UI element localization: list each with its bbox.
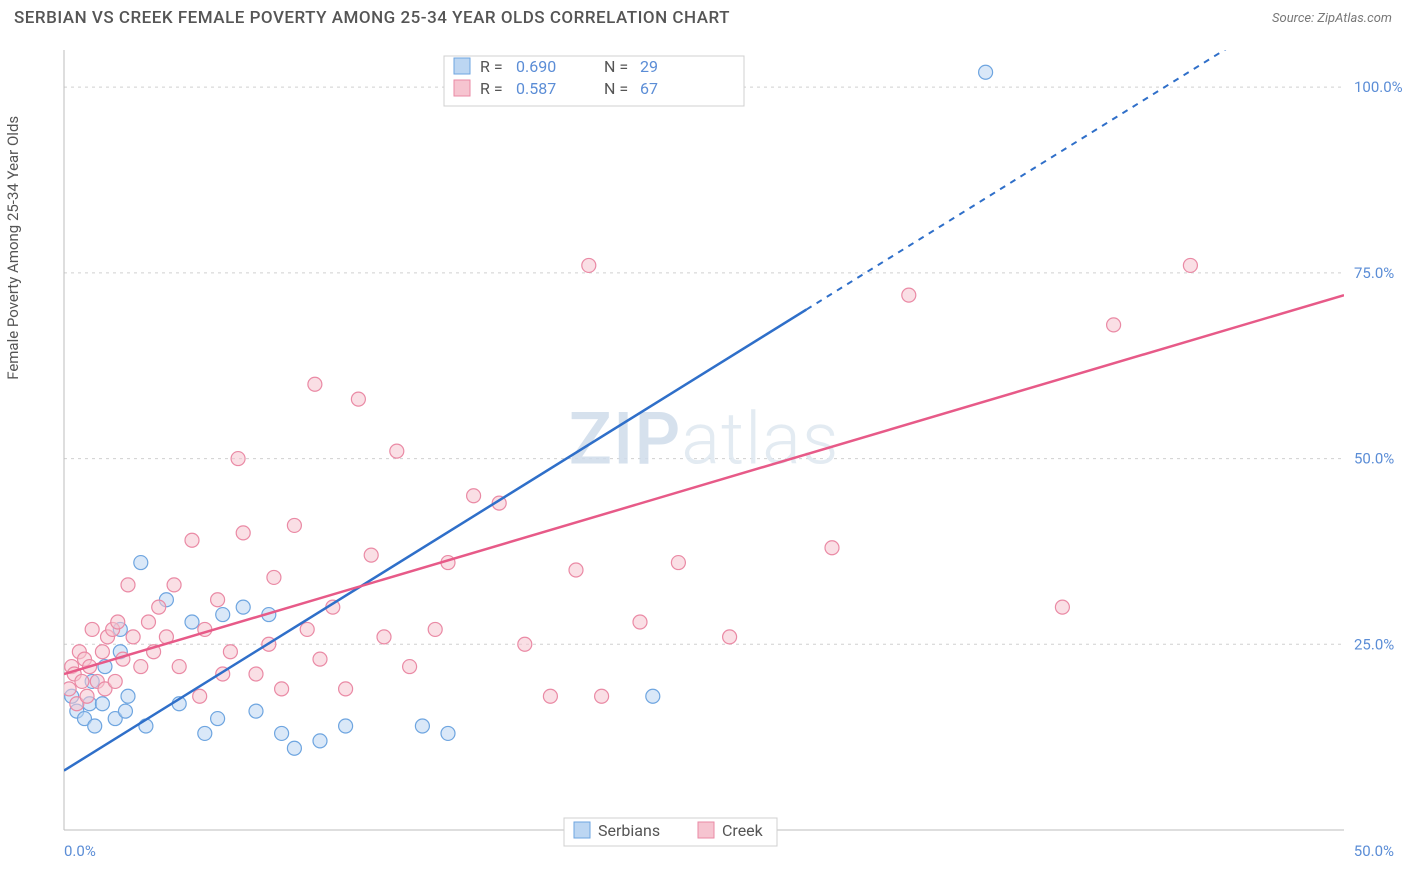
legend-swatch <box>698 822 714 838</box>
creek-point <box>403 660 417 674</box>
creek-point <box>313 652 327 666</box>
svg-text:0.587: 0.587 <box>516 79 556 98</box>
serbians-point <box>287 741 301 755</box>
creek-point <box>223 645 237 659</box>
x-tick-label: 0.0% <box>64 842 96 860</box>
creek-regline <box>64 295 1344 674</box>
chart-source: Source: ZipAtlas.com <box>1272 11 1392 26</box>
creek-point <box>193 689 207 703</box>
creek-point <box>249 667 263 681</box>
serbians-point <box>198 726 212 740</box>
creek-point <box>518 637 532 651</box>
creek-point <box>364 548 378 562</box>
creek-point <box>1183 258 1197 272</box>
creek-point <box>111 615 125 629</box>
serbians-point <box>415 719 429 733</box>
serbians-point <box>95 697 109 711</box>
serbians-point <box>646 689 660 703</box>
chart-title: SERBIAN VS CREEK FEMALE POVERTY AMONG 25… <box>14 8 730 28</box>
serbians-point <box>275 726 289 740</box>
creek-point <box>80 689 94 703</box>
legend-series: Serbians Creek <box>564 818 777 846</box>
serbians-point <box>236 600 250 614</box>
serbians-point <box>313 734 327 748</box>
serbians-regline-dashed <box>806 40 1344 310</box>
creek-point <box>287 518 301 532</box>
y-tick-label: 25.0% <box>1354 635 1394 653</box>
creek-point <box>172 660 186 674</box>
svg-text:29: 29 <box>640 57 658 76</box>
creek-point <box>582 258 596 272</box>
serbians-point <box>118 704 132 718</box>
serbians-point <box>121 689 135 703</box>
creek-point <box>339 682 353 696</box>
creek-point <box>428 622 442 636</box>
creek-point <box>1107 318 1121 332</box>
creek-point <box>543 689 557 703</box>
y-tick-label: 75.0% <box>1354 264 1394 282</box>
creek-point <box>825 541 839 555</box>
creek-point <box>211 593 225 607</box>
creek-point <box>671 556 685 570</box>
creek-point <box>108 674 122 688</box>
serbians-point <box>211 712 225 726</box>
serbians-regline <box>64 310 806 771</box>
legend-label: Creek <box>722 821 764 840</box>
creek-point <box>390 444 404 458</box>
serbians-point <box>88 719 102 733</box>
creek-point <box>134 660 148 674</box>
creek-point <box>95 645 109 659</box>
x-tick-label: 50.0% <box>1354 842 1394 860</box>
creek-point <box>185 533 199 547</box>
creek-point <box>141 615 155 629</box>
legend-swatch <box>454 58 470 74</box>
creek-point <box>167 578 181 592</box>
serbians-point <box>216 608 230 622</box>
y-tick-label: 50.0% <box>1354 450 1394 468</box>
creek-point <box>902 288 916 302</box>
creek-point <box>377 630 391 644</box>
serbians-point <box>979 65 993 79</box>
creek-point <box>62 682 76 696</box>
legend-swatch <box>454 80 470 96</box>
creek-point <box>126 630 140 644</box>
serbians-point <box>441 726 455 740</box>
legend-label: Serbians <box>598 821 660 840</box>
creek-point <box>569 563 583 577</box>
serbians-point <box>339 719 353 733</box>
svg-text:N =: N = <box>604 57 628 76</box>
svg-text:67: 67 <box>640 79 658 98</box>
creek-point <box>723 630 737 644</box>
creek-point <box>300 622 314 636</box>
svg-text:0.690: 0.690 <box>516 57 556 76</box>
svg-text:R =: R = <box>480 79 503 98</box>
creek-point <box>595 689 609 703</box>
serbians-point <box>249 704 263 718</box>
creek-point <box>75 674 89 688</box>
y-tick-label: 100.0% <box>1354 78 1403 96</box>
y-axis-label: Female Poverty Among 25-34 Year Olds <box>4 116 22 380</box>
creek-point <box>267 570 281 584</box>
creek-point <box>308 377 322 391</box>
legend-stats: R = 0.690 N = 29 R = 0.587 N = 67 <box>444 56 744 106</box>
creek-point <box>467 489 481 503</box>
svg-text:R =: R = <box>480 57 503 76</box>
watermark: ZIPatlas <box>569 396 840 481</box>
creek-point <box>351 392 365 406</box>
creek-point <box>1055 600 1069 614</box>
legend-swatch <box>574 822 590 838</box>
serbians-point <box>185 615 199 629</box>
correlation-chart: 25.0% 50.0% 75.0% 100.0% 0.0% 50.0% ZIPatlas R … <box>14 40 1404 880</box>
creek-point <box>121 578 135 592</box>
creek-point <box>275 682 289 696</box>
svg-text:N =: N = <box>604 79 628 98</box>
creek-point <box>152 600 166 614</box>
creek-point <box>633 615 647 629</box>
serbians-point <box>134 556 148 570</box>
creek-point <box>236 526 250 540</box>
creek-point <box>231 452 245 466</box>
creek-point <box>85 622 99 636</box>
